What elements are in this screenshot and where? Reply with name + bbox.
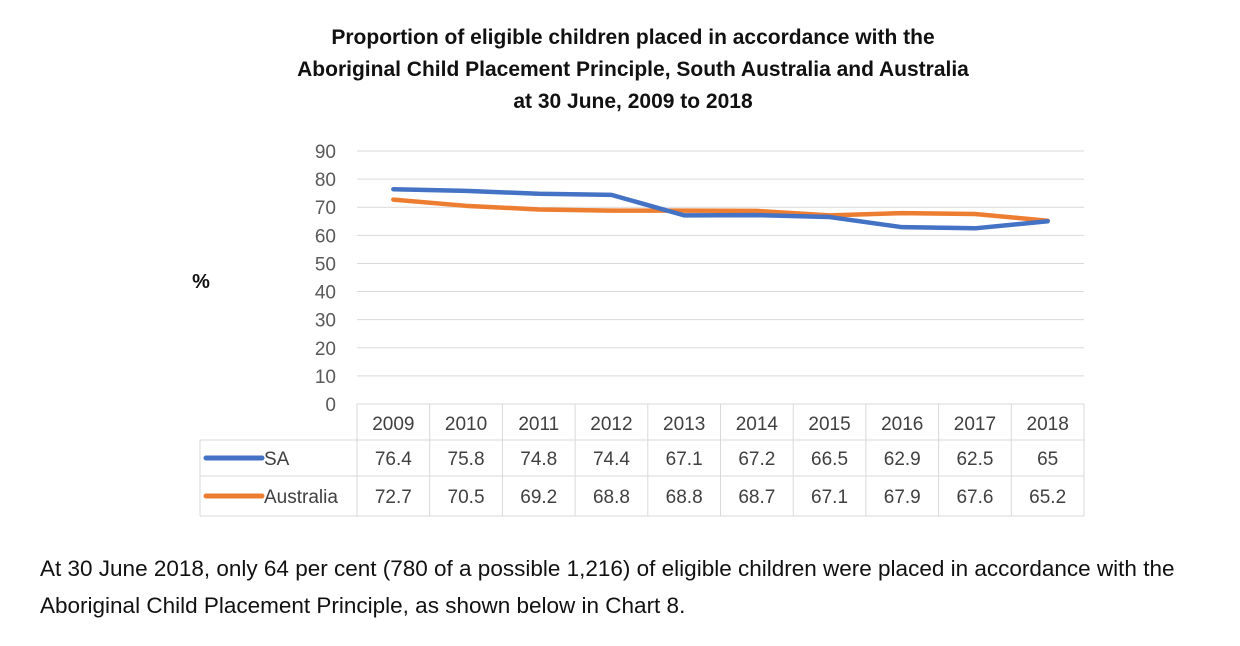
y-tick-label: 50 (315, 254, 336, 275)
chart-title-line: Proportion of eligible children placed i… (331, 26, 935, 49)
data-table-cell: 65.2 (1029, 487, 1066, 508)
y-tick-label: 0 (325, 395, 336, 416)
x-tick-label: 2017 (954, 414, 996, 435)
y-tick-label: 10 (315, 367, 336, 388)
data-table-cell: 68.7 (738, 487, 775, 508)
y-tick-label: 20 (315, 339, 336, 360)
data-table-cell: 67.6 (956, 487, 993, 508)
data-table-cell: 65 (1037, 449, 1058, 470)
x-tick-label: 2013 (663, 414, 705, 435)
data-table-cell: 68.8 (666, 487, 703, 508)
data-table-cell: 76.4 (375, 449, 412, 470)
y-tick-label: 90 (315, 142, 336, 163)
data-table-cell: 67.1 (666, 449, 703, 470)
series-line-sa (391, 186, 1050, 231)
x-tick-label: 2016 (881, 414, 923, 435)
legend-label: Australia (264, 487, 338, 508)
data-table-cell: 67.9 (884, 487, 921, 508)
body-paragraph: At 30 June 2018, only 64 per cent (780 o… (40, 556, 1175, 618)
y-tick-label: 80 (315, 170, 336, 191)
y-tick-label: 40 (315, 283, 336, 304)
chart-title-line: at 30 June, 2009 to 2018 (513, 90, 753, 113)
x-tick-label: 2011 (518, 414, 559, 435)
data-table-cell: 75.8 (448, 449, 485, 470)
x-tick-label: 2009 (372, 414, 414, 435)
x-tick-label: 2018 (1027, 414, 1069, 435)
data-table-cell: 74.4 (593, 449, 630, 470)
data-table-cell: 67.1 (811, 487, 848, 508)
data-table-cell: 67.2 (738, 449, 775, 470)
x-tick-label: 2015 (808, 414, 850, 435)
data-table-cell: 62.5 (956, 449, 993, 470)
x-tick-label: 2014 (736, 414, 779, 435)
y-axis-label: % (192, 271, 210, 293)
y-tick-label: 70 (315, 198, 336, 219)
chart-title-line: Aboriginal Child Placement Principle, So… (297, 58, 969, 81)
data-table-cell: 62.9 (884, 449, 921, 470)
series-line-australia (391, 197, 1050, 223)
chart-title: Proportion of eligible children placed i… (233, 22, 1033, 118)
data-table-cell: 70.5 (448, 487, 485, 508)
x-tick-label: 2010 (445, 414, 487, 435)
legend-label: SA (264, 449, 290, 470)
x-tick-label: 2012 (590, 414, 632, 435)
data-table-cell: 66.5 (811, 449, 848, 470)
data-table-cell: 68.8 (593, 487, 630, 508)
y-tick-label: 30 (315, 311, 336, 332)
y-tick-label: 60 (315, 226, 336, 247)
data-table-cell: 74.8 (520, 449, 557, 470)
data-table-cell: 69.2 (520, 487, 557, 508)
data-table-cell: 72.7 (375, 487, 412, 508)
